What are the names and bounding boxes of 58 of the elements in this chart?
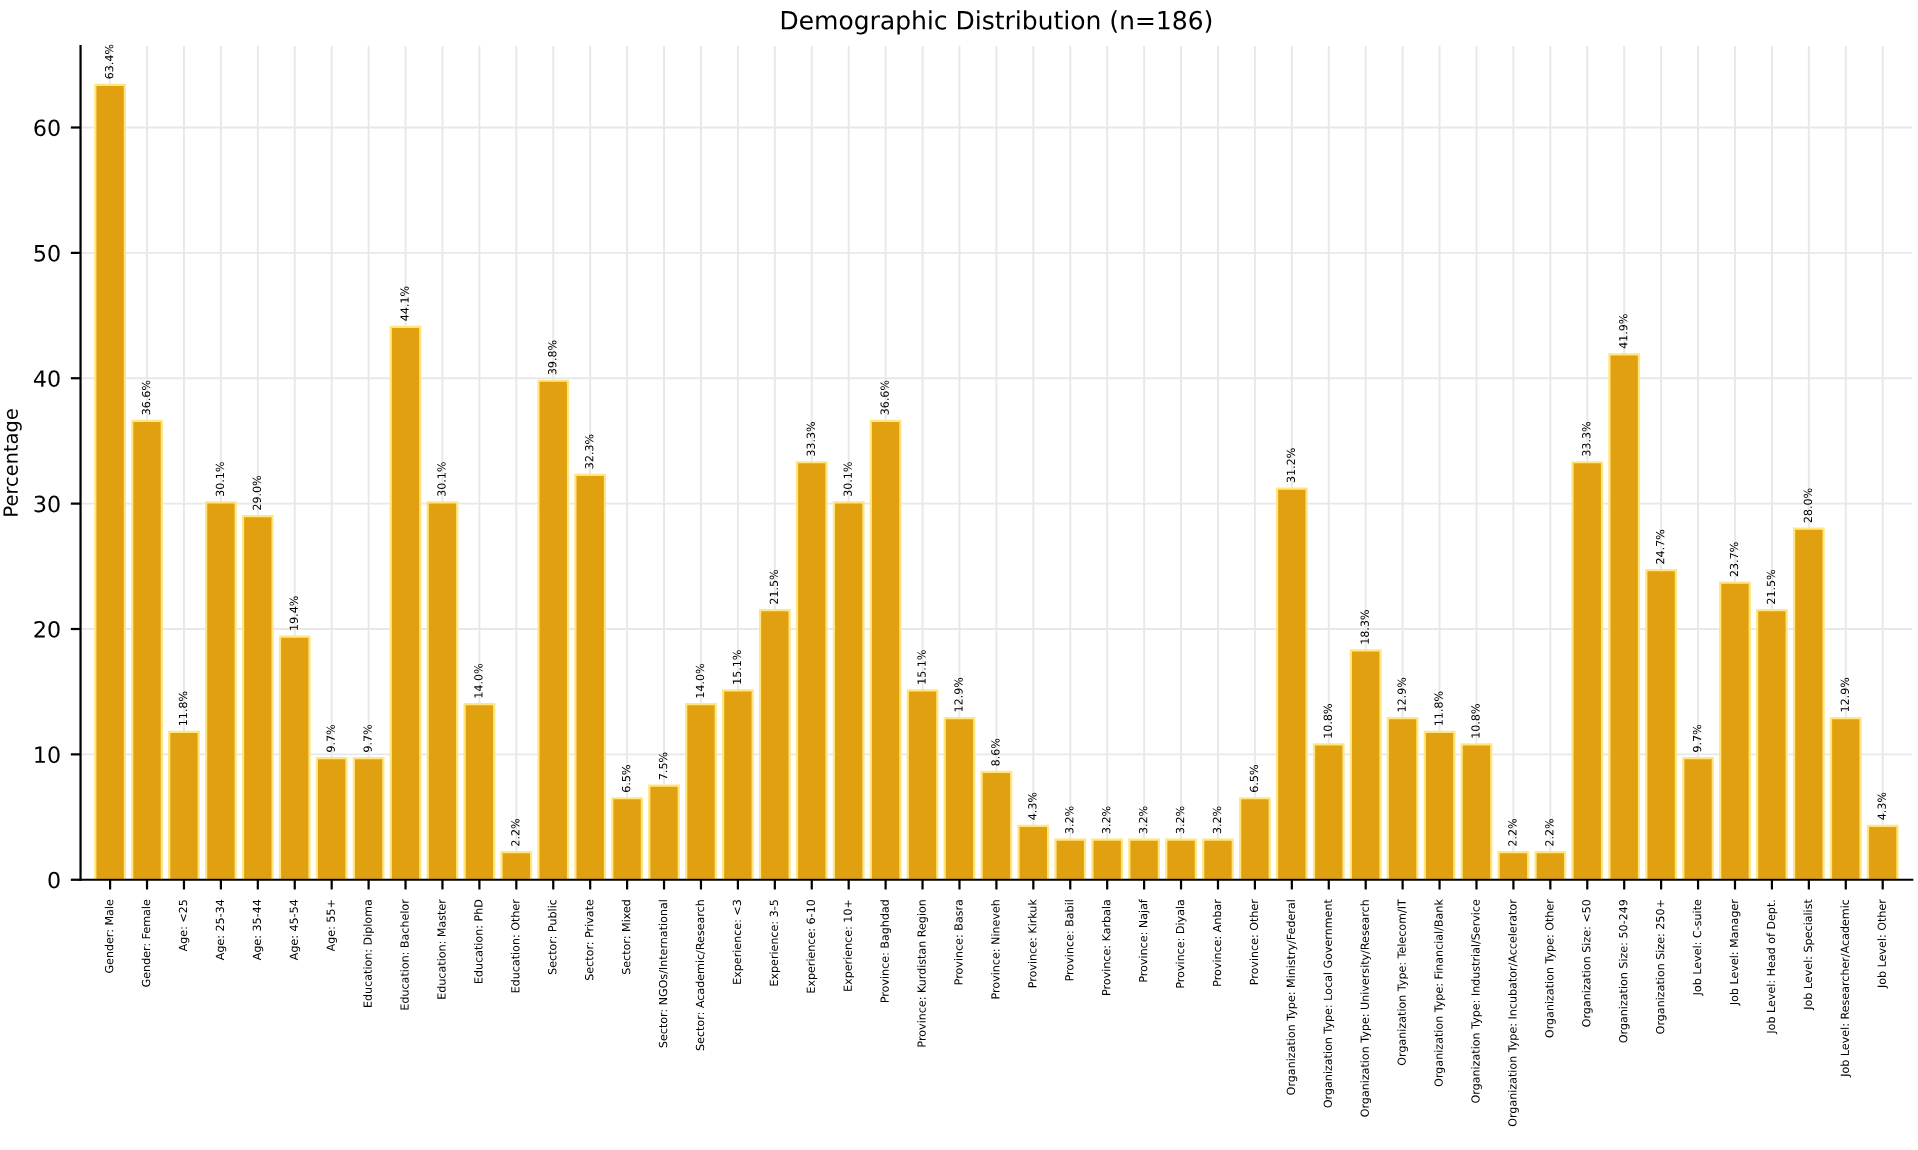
bar xyxy=(832,501,865,880)
bar xyxy=(1645,568,1678,880)
y-tick-label: 40 xyxy=(33,370,60,387)
y-tick-label: 30 xyxy=(34,495,60,513)
bar xyxy=(943,716,976,880)
bar xyxy=(1829,716,1862,880)
bar xyxy=(1128,838,1160,880)
y-tick-label: 50 xyxy=(34,244,60,262)
bar xyxy=(611,797,643,880)
bar xyxy=(537,379,570,880)
bar xyxy=(1017,824,1050,880)
bar xyxy=(389,325,422,880)
bar xyxy=(94,83,126,880)
bar xyxy=(1349,649,1382,880)
bar xyxy=(1091,838,1124,880)
bar xyxy=(500,851,533,880)
bar xyxy=(1534,851,1567,880)
bar xyxy=(1460,743,1493,880)
bar xyxy=(426,501,459,880)
bar xyxy=(795,461,828,880)
bar xyxy=(1719,581,1751,880)
chart-title: Demographic Distribution (n=186) xyxy=(781,10,1212,35)
bar xyxy=(722,689,754,880)
y-tick-label: 20 xyxy=(34,620,60,638)
bar xyxy=(1497,851,1530,880)
bar xyxy=(241,515,274,880)
bar xyxy=(1386,716,1419,880)
bar xyxy=(1239,797,1271,880)
y-tick-label: 10 xyxy=(35,746,60,764)
bar xyxy=(1423,730,1456,880)
bar xyxy=(648,784,680,880)
bar xyxy=(869,419,902,880)
bar xyxy=(1866,824,1899,880)
bar xyxy=(205,501,237,880)
bar xyxy=(906,689,939,880)
bar xyxy=(758,609,791,880)
bar xyxy=(574,473,607,880)
bar xyxy=(1202,838,1234,880)
bar xyxy=(168,730,200,880)
y-tick-label: 0 xyxy=(48,871,60,889)
bar xyxy=(1571,461,1604,880)
bar xyxy=(980,770,1013,880)
bar xyxy=(685,703,717,880)
bar xyxy=(1756,609,1788,880)
bar xyxy=(352,757,385,880)
bar xyxy=(463,703,496,880)
y-axis-title: Percentage xyxy=(3,409,22,516)
bar xyxy=(1054,838,1087,880)
bar xyxy=(315,757,348,880)
bar xyxy=(1165,838,1197,880)
bar xyxy=(278,635,311,880)
y-tick-label: 60 xyxy=(34,119,60,137)
bar xyxy=(1275,487,1308,880)
bar xyxy=(1312,743,1345,880)
bar xyxy=(1608,353,1641,880)
bar xyxy=(1792,527,1825,880)
bar xyxy=(1682,757,1714,880)
bar xyxy=(131,419,163,880)
